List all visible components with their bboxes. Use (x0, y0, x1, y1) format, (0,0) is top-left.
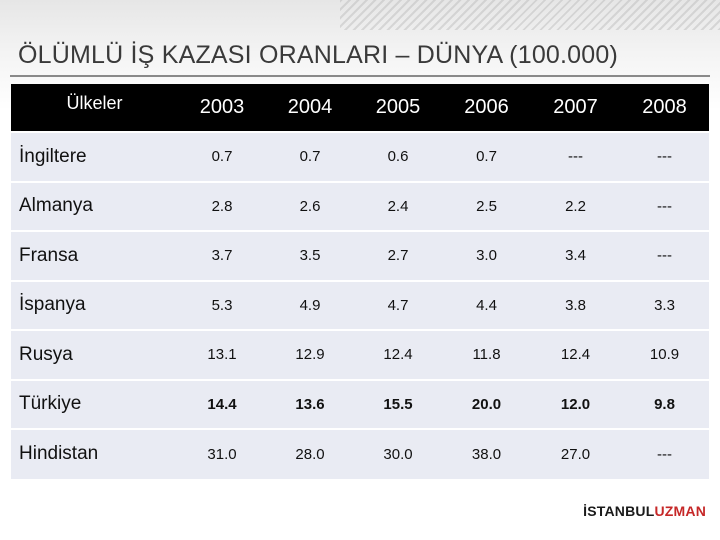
value-cell: 2.6 (299, 197, 321, 215)
value-cell: 27.0 (560, 445, 591, 463)
table-row: Türkiye 14.4 13.6 15.5 20.0 12.0 9.8 (11, 379, 709, 429)
table-row: Almanya 2.8 2.6 2.4 2.5 2.2 --- (11, 181, 709, 231)
value-cell: --- (657, 197, 672, 215)
value-cell: 3.5 (299, 247, 321, 265)
value-cell: 5.3 (211, 296, 233, 314)
header-year: 2003 (199, 96, 245, 118)
table-row: İngiltere 0.7 0.7 0.6 0.7 --- --- (11, 132, 709, 182)
value-cell: --- (657, 148, 672, 166)
header-year: 2004 (287, 96, 333, 118)
value-cell: 11.8 (472, 346, 501, 364)
table-header-row: Ülkeler 2003 2004 2005 2006 2007 2008 (11, 84, 709, 132)
value-cell: 15.5 (383, 395, 413, 413)
value-cell: 12.4 (560, 346, 591, 364)
country-cell: İngiltere (19, 145, 87, 167)
table-row: Rusya 13.1 12.9 12.4 11.8 12.4 10.9 (11, 330, 709, 380)
country-cell: Hindistan (19, 443, 99, 465)
header-year: 2006 (464, 96, 509, 118)
value-cell: 14.4 (207, 395, 237, 413)
slide-title: ÖLÜMLÜ İŞ KAZASI ORANLARI – DÜNYA (100.0… (18, 41, 619, 69)
value-cell: 13.1 (207, 346, 237, 364)
value-cell: --- (657, 247, 672, 265)
data-table: Ülkeler 2003 2004 2005 2006 2007 2008 İn… (11, 84, 709, 479)
value-cell: 0.7 (476, 148, 497, 166)
value-cell: 3.8 (565, 296, 586, 314)
header-year: 2007 (553, 96, 598, 118)
value-cell: 4.7 (387, 296, 409, 314)
title-band (0, 0, 720, 110)
header-year: 2008 (642, 96, 687, 118)
country-cell: Almanya (19, 195, 93, 217)
table-body: İngiltere 0.7 0.7 0.6 0.7 --- --- Almanya 2.8 2.6… (11, 132, 709, 479)
header-country: Ülkeler (66, 93, 123, 113)
value-cell: 20.0 (471, 395, 502, 413)
country-cell: Fransa (19, 244, 79, 266)
value-cell: 31.0 (207, 445, 237, 463)
value-cell: 4.4 (476, 296, 497, 314)
value-cell: 0.7 (211, 148, 233, 166)
value-cell: --- (568, 148, 583, 166)
value-cell: 12.4 (383, 346, 413, 364)
country-cell: Türkiye (19, 393, 82, 415)
value-cell: 12.9 (295, 346, 325, 364)
brand-logo: İSTANBULUZMAN (583, 503, 706, 519)
value-cell: --- (657, 445, 672, 463)
country-cell: İspanya (19, 294, 86, 316)
table-row: Hindistan 31.0 28.0 30.0 38.0 27.0 --- (11, 429, 709, 479)
logo-text-accent: UZMAN (654, 503, 706, 519)
table-row: Fransa 3.7 3.5 2.7 3.0 3.4 --- (11, 231, 709, 281)
value-cell: 3.3 (654, 296, 675, 314)
value-cell: 2.7 (387, 247, 409, 265)
country-cell: Rusya (19, 343, 73, 365)
header-year: 2005 (375, 96, 421, 118)
title-divider (10, 75, 710, 77)
value-cell: 2.8 (211, 197, 233, 215)
value-cell: 0.7 (299, 148, 321, 166)
value-cell: 28.0 (295, 445, 325, 463)
value-cell: 2.5 (476, 197, 497, 215)
table-row: İspanya 5.3 4.9 4.7 4.4 3.8 3.3 (11, 280, 709, 330)
logo-text-primary: İSTANBUL (583, 503, 655, 519)
value-cell: 9.8 (654, 395, 675, 413)
value-cell: 12.0 (560, 395, 591, 413)
value-cell: 38.0 (471, 445, 502, 463)
value-cell: 3.7 (211, 247, 233, 265)
value-cell: 4.9 (299, 296, 321, 314)
value-cell: 3.4 (565, 247, 586, 265)
value-cell: 2.4 (387, 197, 409, 215)
value-cell: 3.0 (476, 247, 497, 265)
value-cell: 13.6 (295, 395, 325, 413)
decorative-stripes (340, 0, 720, 30)
value-cell: 2.2 (565, 197, 586, 215)
value-cell: 10.9 (649, 346, 680, 364)
value-cell: 0.6 (387, 148, 409, 166)
value-cell: 30.0 (383, 445, 413, 463)
